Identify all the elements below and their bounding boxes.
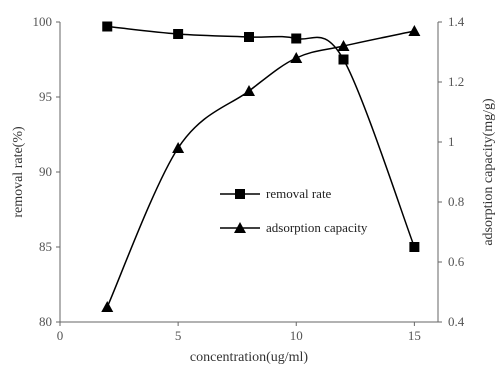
right-y-tick-label: 0.4 bbox=[448, 314, 465, 329]
data-point bbox=[337, 40, 350, 51]
data-point bbox=[102, 21, 113, 32]
data-point bbox=[338, 54, 349, 65]
right-y-tick-label: 1.4 bbox=[448, 14, 465, 29]
right-y-tick-label: 0.6 bbox=[448, 254, 465, 269]
legend-item: adsorption capacity bbox=[220, 220, 368, 235]
data-point bbox=[408, 25, 421, 36]
right-y-axis-ticks: 0.4 0.6 0.8 1 1.2 1.4 bbox=[438, 14, 465, 329]
plot-frame bbox=[59, 22, 439, 323]
legend: removal rate adsorption capacity bbox=[220, 186, 368, 235]
left-y-tick-label: 100 bbox=[33, 14, 53, 29]
right-y-tick-label: 1 bbox=[448, 134, 455, 149]
legend-marker bbox=[235, 189, 245, 199]
data-point bbox=[173, 29, 184, 39]
left-y-tick-label: 95 bbox=[39, 89, 52, 104]
left-y-axis-title: removal rate(%) bbox=[11, 126, 26, 218]
x-tick-label: 0 bbox=[57, 328, 64, 343]
left-y-tick-label: 90 bbox=[39, 164, 52, 179]
data-point bbox=[244, 32, 254, 42]
data-point bbox=[172, 142, 185, 153]
x-tick-label: 5 bbox=[175, 328, 182, 343]
x-axis-title: concentration(ug/ml) bbox=[190, 350, 309, 365]
right-y-tick-label: 1.2 bbox=[448, 74, 464, 89]
series-line bbox=[107, 25, 416, 248]
left-y-axis-ticks: 80 85 90 95 100 bbox=[33, 14, 60, 329]
legend-label: adsorption capacity bbox=[266, 220, 368, 235]
left-y-tick-label: 85 bbox=[39, 239, 52, 254]
series-adsorption-capacity bbox=[101, 25, 421, 312]
data-point bbox=[291, 33, 302, 44]
data-point bbox=[101, 301, 114, 312]
data-point bbox=[409, 242, 420, 252]
series-layer bbox=[101, 21, 421, 312]
series-line bbox=[106, 30, 415, 308]
right-y-axis-title: adsorption capacity(mg/g) bbox=[481, 98, 496, 246]
x-tick-label: 10 bbox=[290, 328, 303, 343]
right-y-tick-label: 0.8 bbox=[448, 194, 464, 209]
x-axis-ticks: 0 5 10 15 bbox=[57, 322, 421, 343]
data-point bbox=[290, 52, 303, 63]
legend-label: removal rate bbox=[266, 186, 332, 201]
x-tick-label: 15 bbox=[408, 328, 421, 343]
legend-item: removal rate bbox=[220, 186, 332, 201]
data-point bbox=[243, 85, 255, 96]
series-removal-rate bbox=[102, 21, 420, 252]
legend-marker bbox=[234, 222, 246, 233]
left-y-tick-label: 80 bbox=[39, 314, 52, 329]
